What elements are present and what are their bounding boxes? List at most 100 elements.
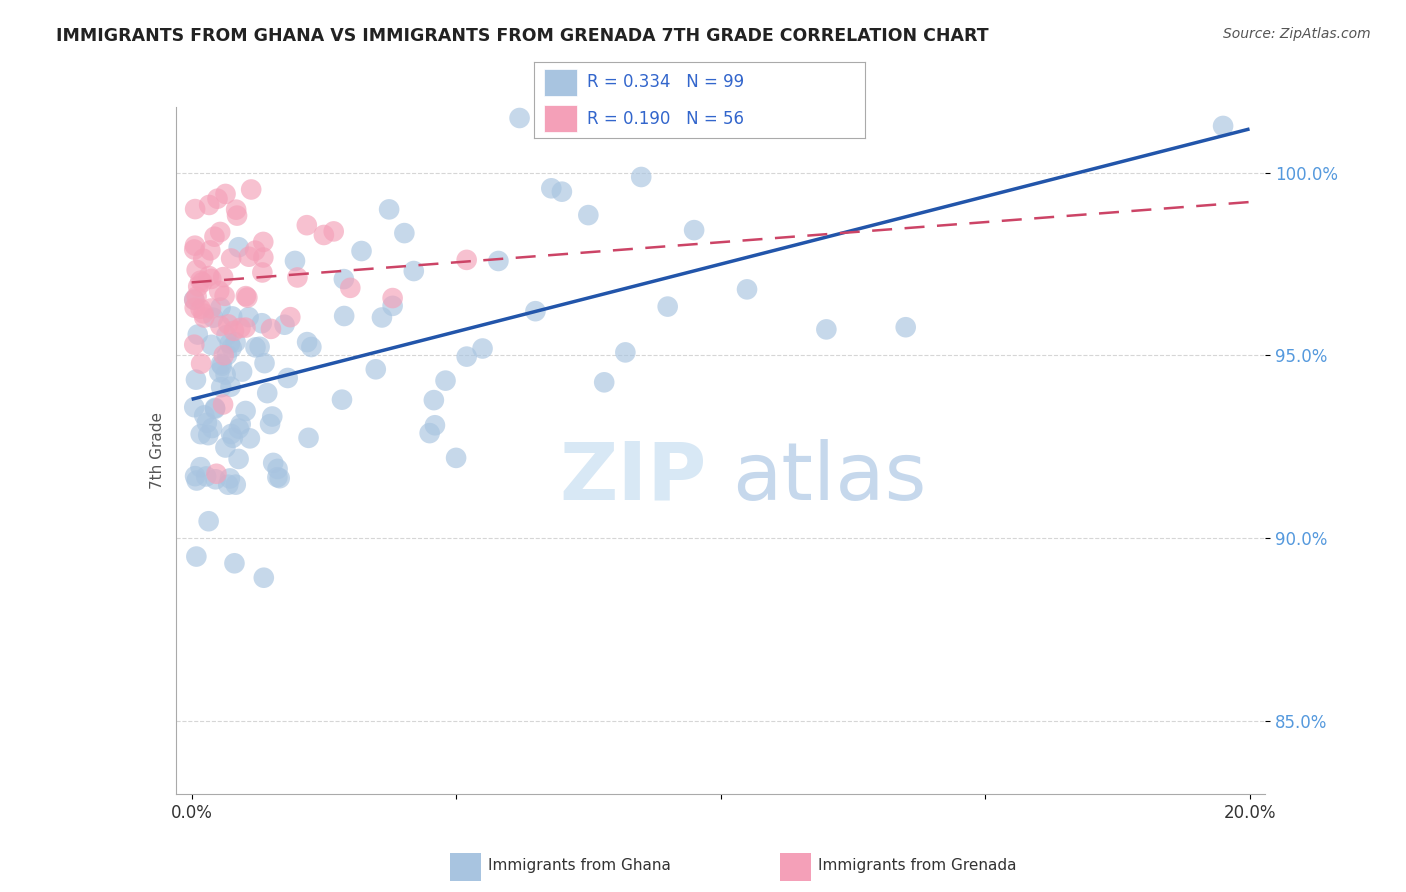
Point (219, 471, 242, 485)
Point (894, 320, 917, 334)
Point (434, 374, 457, 388)
Point (207, 192, 229, 206)
Point (214, 441, 236, 455)
Point (486, 254, 509, 268)
Point (222, 431, 245, 445)
Point (614, 345, 637, 359)
Point (238, 250, 260, 264)
Point (364, 362, 387, 376)
Point (252, 235, 274, 249)
Point (184, 373, 207, 387)
Point (381, 299, 404, 313)
Point (277, 371, 299, 385)
Point (209, 301, 232, 315)
Point (221, 310, 243, 324)
Point (195, 469, 218, 483)
Point (183, 337, 205, 351)
Point (229, 321, 252, 335)
Point (204, 401, 226, 415)
Point (240, 182, 263, 196)
Text: IMMIGRANTS FROM GHANA VS IMMIGRANTS FROM GRENADA 7TH GRADE CORRELATION CHART: IMMIGRANTS FROM GHANA VS IMMIGRANTS FROM… (56, 27, 988, 45)
Point (735, 282, 758, 296)
Point (225, 335, 247, 350)
Point (229, 417, 252, 432)
Point (295, 218, 318, 232)
Point (204, 472, 226, 486)
Point (186, 474, 208, 488)
Point (339, 281, 361, 295)
Point (683, 223, 706, 237)
Point (815, 322, 838, 336)
Point (190, 357, 212, 371)
Point (200, 338, 222, 352)
Point (266, 462, 288, 476)
Point (218, 336, 240, 351)
Point (225, 477, 247, 491)
Point (197, 514, 219, 528)
Point (217, 318, 239, 332)
Point (190, 460, 212, 475)
Point (226, 209, 249, 223)
Point (295, 335, 318, 350)
Point (224, 556, 246, 570)
Point (197, 428, 219, 442)
Point (423, 418, 446, 433)
Point (253, 571, 276, 585)
Point (195, 416, 218, 430)
Point (630, 169, 652, 184)
Point (191, 275, 214, 289)
Point (444, 450, 467, 465)
Point (186, 263, 208, 277)
Point (252, 265, 274, 279)
Point (214, 289, 236, 303)
Point (235, 289, 257, 303)
Point (190, 301, 212, 316)
Point (215, 328, 238, 343)
Point (193, 306, 215, 320)
Point (252, 251, 274, 265)
Point (214, 186, 236, 201)
Bar (544, 105, 578, 132)
Point (193, 409, 215, 423)
Point (262, 409, 284, 424)
Point (330, 392, 353, 407)
Point (183, 243, 205, 257)
Point (183, 293, 205, 307)
Point (471, 342, 494, 356)
Point (219, 380, 242, 394)
Point (211, 359, 233, 373)
Text: atlas: atlas (733, 439, 927, 517)
Point (235, 404, 257, 418)
Point (209, 318, 232, 333)
Point (200, 272, 222, 286)
Point (312, 227, 335, 242)
Point (202, 310, 225, 325)
Point (184, 469, 207, 483)
Point (287, 270, 309, 285)
Point (225, 202, 247, 217)
Point (1212, 119, 1234, 133)
Point (208, 365, 231, 379)
Point (259, 417, 281, 431)
Point (381, 291, 404, 305)
Point (249, 340, 271, 354)
Point (266, 470, 288, 484)
Point (183, 401, 205, 415)
Point (456, 350, 478, 364)
Point (262, 456, 284, 470)
Point (239, 431, 262, 445)
Point (419, 426, 441, 441)
Point (333, 309, 356, 323)
Bar (544, 69, 578, 95)
Point (350, 244, 373, 258)
Point (184, 238, 207, 252)
Text: ZIP: ZIP (560, 439, 707, 517)
Point (593, 376, 616, 390)
Point (217, 477, 239, 491)
Point (378, 202, 401, 217)
Point (236, 291, 259, 305)
Point (198, 268, 221, 283)
Point (456, 252, 478, 267)
Point (200, 244, 222, 258)
Point (183, 301, 205, 315)
